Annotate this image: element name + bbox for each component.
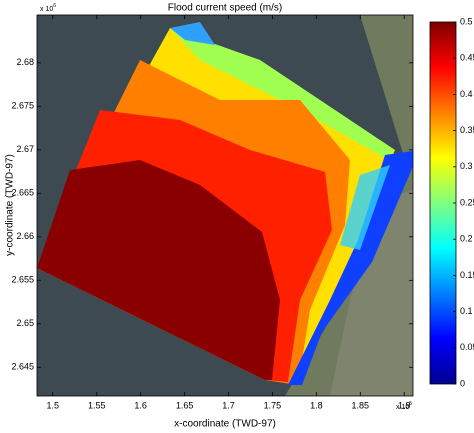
y-tick-label: 2.675: [11, 101, 34, 111]
speed-zone: [288, 151, 413, 385]
colorbar-tick-label: 0: [460, 378, 465, 388]
x-offset-label: x 105: [396, 401, 412, 411]
y-axis-label: y-coordinate (TWD-97): [5, 154, 16, 256]
x-offset-base: x 10: [396, 404, 409, 411]
colorbar-tick-label: 0.15: [460, 270, 474, 280]
colorbar-tick-label: 0.2: [460, 234, 473, 244]
x-axis-label: x-coordinate (TWD-97): [174, 419, 276, 430]
speed-zone: [170, 22, 215, 45]
y-tick-label: 2.665: [11, 188, 34, 198]
colorbar-tick-label: 0.3: [460, 161, 473, 171]
x-tick-label: 1.55: [88, 400, 106, 410]
y-tick-label: 2.68: [16, 57, 34, 67]
plot-frame: [36, 14, 414, 397]
colorbar-tick-label: 0.5: [460, 16, 473, 26]
y-tick-label: 2.67: [16, 144, 34, 154]
x-tick-label: 1.7: [222, 400, 235, 410]
land: [330, 190, 413, 396]
x-tick-label: 1.6: [134, 400, 147, 410]
y-offset-base: x 10: [40, 6, 53, 13]
x-tick-label: 1.65: [176, 400, 194, 410]
x-tick-label: 1.85: [352, 400, 370, 410]
colorbar: [429, 21, 457, 385]
speed-zone: [340, 165, 390, 250]
y-tick-label: 2.655: [11, 275, 34, 285]
colorbar-tick-label: 0.05: [460, 342, 474, 352]
y-offset-label: x 106: [40, 3, 56, 13]
speed-zone: [37, 160, 280, 380]
chart-title: Flood current speed (m/s): [168, 3, 283, 14]
colorbar-tick-label: 0.45: [460, 53, 474, 63]
x-tick-label: 1.5: [47, 400, 60, 410]
colorbar-tick-label: 0.35: [460, 125, 474, 135]
speed-zone: [170, 28, 395, 158]
y-tick-label: 2.645: [11, 362, 34, 372]
x-offset-exponent: 5: [409, 401, 412, 407]
y-offset-exponent: 6: [53, 3, 56, 9]
x-tick-label: 1.75: [264, 400, 282, 410]
y-tick-label: 2.66: [16, 231, 34, 241]
colorbar-tick-label: 0.4: [460, 89, 473, 99]
y-tick-label: 2.65: [16, 318, 34, 328]
x-tick-label: 1.9: [398, 400, 411, 410]
colorbar-tick-label: 0.25: [460, 197, 474, 207]
colorbar-tick-label: 0.1: [460, 306, 473, 316]
map-field: [37, 15, 413, 396]
x-tick-label: 1.8: [310, 400, 323, 410]
